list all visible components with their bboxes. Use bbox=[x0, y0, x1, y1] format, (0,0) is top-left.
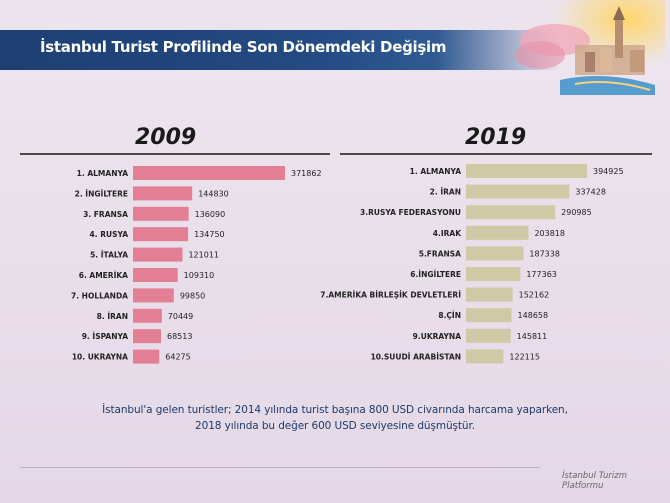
bar-label: 9. İSPANYA bbox=[82, 332, 128, 341]
bar-value-label: 394925 bbox=[593, 167, 624, 176]
divider-2019 bbox=[340, 153, 652, 155]
bar-label: 1. ALMANYA bbox=[410, 167, 462, 176]
bar-value-label: 136090 bbox=[195, 210, 226, 219]
bar-value-label: 68513 bbox=[167, 332, 192, 341]
footer-divider bbox=[20, 467, 540, 468]
bar bbox=[133, 166, 285, 180]
year-2019-heading: 2019 bbox=[465, 125, 527, 150]
footer-brand: İstanbul Turizm Platformu bbox=[562, 471, 628, 491]
bar bbox=[466, 308, 512, 323]
bar-label: 10. UKRAYNA bbox=[72, 353, 128, 362]
bar-value-label: 187338 bbox=[529, 249, 560, 258]
bar bbox=[133, 288, 174, 303]
bar-label: 4.IRAK bbox=[433, 229, 462, 238]
istanbul-skyline-illustration bbox=[515, 0, 665, 95]
bar bbox=[466, 246, 524, 261]
bar bbox=[133, 227, 189, 242]
bar-label: 10.SUUDİ ARABİSTAN bbox=[371, 352, 461, 361]
bar bbox=[466, 267, 521, 281]
bar-label: 7.AMERİKA BİRLEŞİK DEVLETLERİ bbox=[320, 291, 461, 300]
note-line-2: 2018 yılında bu değer 600 USD seviyesine… bbox=[195, 420, 475, 432]
bar bbox=[133, 186, 193, 201]
bar bbox=[466, 328, 511, 343]
bar-label: 1. ALMANYA bbox=[77, 169, 129, 178]
bar bbox=[466, 164, 587, 178]
bar bbox=[466, 205, 556, 220]
bar-value-label: 134750 bbox=[194, 230, 225, 239]
bar-value-label: 122115 bbox=[509, 352, 540, 361]
bar-label: 3.RUSYA FEDERASYONU bbox=[360, 208, 461, 217]
bar bbox=[466, 184, 570, 199]
bar-label: 4. RUSYA bbox=[90, 230, 129, 239]
bar bbox=[133, 349, 160, 364]
bar-label: 9.UKRAYNA bbox=[413, 332, 462, 341]
bar bbox=[466, 349, 504, 364]
year-2009-heading: 2009 bbox=[135, 125, 197, 150]
bar-label: 2. İRAN bbox=[430, 188, 461, 197]
bar bbox=[133, 247, 183, 262]
bar-value-label: 109310 bbox=[184, 271, 215, 280]
bar-value-label: 145811 bbox=[517, 332, 548, 341]
bar-label: 3. FRANSA bbox=[83, 210, 128, 219]
bar-label: 5. İTALYA bbox=[90, 251, 128, 260]
bar-value-label: 371862 bbox=[291, 169, 322, 178]
bar-value-label: 203818 bbox=[534, 229, 565, 238]
note-line-1: İstanbul'a gelen turistler; 2014 yılında… bbox=[102, 404, 568, 416]
divider-2009 bbox=[20, 153, 330, 155]
bar-value-label: 70449 bbox=[168, 312, 193, 321]
bar bbox=[133, 329, 162, 344]
bar-label: 2. İNGİLTERE bbox=[75, 189, 128, 198]
bar-label: 8. İRAN bbox=[97, 312, 128, 321]
bar bbox=[466, 287, 513, 302]
bar-value-label: 148658 bbox=[518, 311, 549, 320]
page-title: İstanbul Turist Profilinde Son Dönemdeki… bbox=[40, 38, 447, 56]
bar-label: 7. HOLLANDA bbox=[71, 291, 128, 300]
bar bbox=[133, 206, 189, 221]
bar-label: 6. AMERİKA bbox=[79, 271, 128, 280]
bar-value-label: 177363 bbox=[526, 270, 557, 279]
bar-value-label: 152162 bbox=[519, 291, 550, 300]
bar bbox=[133, 268, 178, 282]
bar-label: 5.FRANSA bbox=[419, 249, 461, 258]
title-banner bbox=[0, 30, 560, 70]
bar-value-label: 290985 bbox=[561, 208, 592, 217]
bar-value-label: 144830 bbox=[198, 189, 229, 198]
bar-value-label: 337428 bbox=[575, 188, 606, 197]
bar bbox=[466, 225, 529, 240]
bar-label: 8.ÇİN bbox=[438, 311, 461, 320]
bar bbox=[133, 308, 162, 323]
bar-value-label: 99850 bbox=[180, 291, 205, 300]
bar-label: 6.İNGİLTERE bbox=[410, 270, 461, 279]
bar-value-label: 121011 bbox=[188, 251, 219, 260]
bar-value-label: 64275 bbox=[165, 353, 190, 362]
